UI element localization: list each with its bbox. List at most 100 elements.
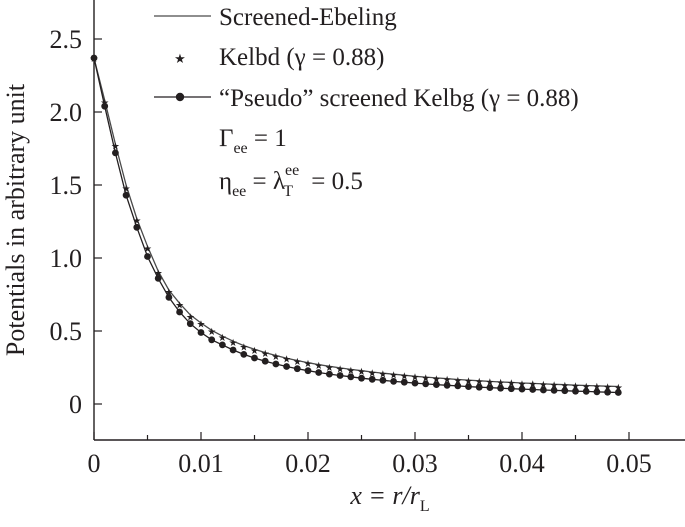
point-star-1-21: ★ [314, 361, 323, 372]
point-line-dot-2-42 [540, 386, 547, 394]
point-star-1-2: ★ [111, 142, 120, 153]
point-line-dot-2-6 [154, 275, 162, 282]
point-line-dot-2-9 [186, 320, 194, 328]
point-line-dot-2-28 [390, 378, 397, 385]
point-line-dot-2-24 [347, 373, 355, 381]
point-line-dot-2-14 [240, 351, 248, 358]
point-star-1-23: ★ [336, 364, 345, 375]
y-tick-label-3: 1.5 [50, 171, 83, 200]
x-tick-label-4: 0.04 [499, 449, 545, 478]
point-line-dot-2-22 [326, 370, 333, 378]
y-tick-label-0: 0 [69, 390, 82, 419]
point-line-dot-2-48 [604, 388, 611, 396]
axes [93, 0, 685, 441]
point-line-dot-2-19 [293, 365, 301, 373]
y-axis-label: Potentials in arbitrary unit [1, 83, 30, 356]
annotation-gamma-rest: = 1 [248, 125, 287, 152]
point-star-1-41: ★ [528, 380, 537, 391]
point-star-1-5: ★ [143, 244, 152, 255]
annotation-eta-main: η [219, 168, 232, 195]
point-line-dot-2-43 [550, 387, 558, 394]
point-star-1-9: ★ [186, 312, 195, 323]
legend-label-screened-ebeling: Screened-Ebeling [219, 4, 397, 31]
point-star-1-18: ★ [282, 355, 291, 366]
annotation-gamma-sub: ee [233, 140, 247, 157]
point-line-dot-2-5 [144, 253, 151, 260]
point-line-dot-2-16 [261, 357, 269, 365]
point-star-1-39: ★ [507, 379, 516, 390]
series-line-line-0 [93, 57, 619, 388]
x-axis-label-sub: L [420, 498, 430, 515]
point-star-1-43: ★ [550, 381, 559, 392]
point-star-1-20: ★ [304, 359, 313, 370]
point-line-dot-2-35 [465, 383, 472, 390]
point-line-dot-2-7 [165, 294, 173, 301]
point-line-dot-2-41 [529, 386, 537, 393]
point-line-dot-2-12 [219, 341, 226, 349]
point-star-1-4: ★ [132, 216, 141, 227]
point-star-1-16: ★ [261, 349, 270, 360]
point-star-1-8: ★ [175, 301, 184, 312]
annotation-gamma: Γee = 1 [219, 125, 287, 157]
point-line-dot-2-27 [379, 376, 387, 384]
annotation-gamma-main: Γ [219, 125, 233, 152]
point-line-dot-2-49 [614, 389, 622, 396]
point-star-1-48: ★ [603, 383, 612, 394]
point-star-1-34: ★ [453, 376, 462, 387]
point-line-dot-2-40 [518, 385, 526, 393]
point-line-dot-2-39 [507, 385, 515, 393]
legend-marker-kelbd: ★ [174, 52, 186, 67]
point-line-dot-2-20 [304, 367, 312, 375]
point-star-1-35: ★ [464, 376, 473, 387]
point-line-dot-2-2 [112, 149, 119, 157]
point-star-1-40: ★ [518, 379, 527, 390]
point-star-1-33: ★ [443, 375, 452, 386]
point-line-dot-2-26 [368, 375, 376, 383]
annotations: Γee = 1 ηee = λee T = 0.5 [219, 125, 363, 200]
point-line-dot-2-23 [336, 372, 344, 379]
x-axis-label: x = r/rL [349, 481, 429, 515]
point-star-1-47: ★ [592, 382, 601, 393]
annotation-eta-sub2: T [283, 183, 293, 200]
x-tick-label-5: 0.05 [606, 449, 652, 478]
point-line-dot-2-8 [176, 308, 184, 316]
point-star-1-32: ★ [432, 374, 441, 385]
point-line-dot-2-36 [475, 383, 483, 391]
point-star-1-25: ★ [357, 367, 366, 378]
point-line-dot-2-46 [582, 388, 590, 395]
y-tick-label-2: 1.0 [50, 244, 83, 273]
point-line-dot-2-15 [251, 354, 258, 362]
point-line-dot-2-13 [229, 346, 237, 354]
point-line-dot-2-31 [422, 380, 430, 388]
point-star-1-13: ★ [229, 338, 238, 349]
point-star-1-24: ★ [346, 366, 355, 377]
point-star-1-12: ★ [218, 333, 227, 344]
point-line-dot-2-32 [433, 381, 440, 388]
point-star-1-30: ★ [411, 373, 420, 384]
legend-marker-pseudo-kelbg [175, 92, 185, 102]
point-line-dot-2-10 [197, 329, 205, 336]
point-line-dot-2-33 [443, 381, 451, 389]
x-tick-label-3: 0.03 [392, 449, 438, 478]
point-star-1-27: ★ [378, 370, 387, 381]
x-axis-label-main: x = r/r [349, 481, 420, 510]
legend-label-pseudo-kelbg: “Pseudo” screened Kelbg (γ = 0.88) [219, 85, 579, 112]
point-line-dot-2-11 [208, 336, 216, 344]
point-line-dot-2-1 [101, 102, 109, 110]
point-star-1-36: ★ [475, 377, 484, 388]
point-line-dot-2-37 [486, 384, 494, 391]
series-layer: ★★★★★★★★★★★ ★ ★ ★ ★ ★ ★ ★ ★ ★ ★ ★ ★ ★ ★ ★ ★ ★ ★ ★ ★ ★ ★ ★ ★ ★ ★ ★ ★ ★… [90, 54, 623, 396]
point-line-dot-2-0 [90, 54, 98, 62]
point-line-dot-2-21 [315, 369, 323, 376]
point-line-dot-2-38 [497, 384, 504, 392]
point-star-1-10: ★ [197, 320, 206, 331]
legend: Screened-Ebeling ★ Kelbd (γ = 0.88) “Pse… [154, 4, 579, 112]
annotation-eta-sup: ee [285, 162, 299, 179]
y-tick-label-1: 0.5 [50, 317, 83, 346]
point-star-1-6: ★ [154, 269, 163, 280]
point-star-1-29: ★ [400, 372, 409, 383]
point-star-1-11: ★ [207, 327, 216, 338]
point-star-1-45: ★ [571, 382, 580, 393]
point-star-1-22: ★ [325, 363, 334, 374]
